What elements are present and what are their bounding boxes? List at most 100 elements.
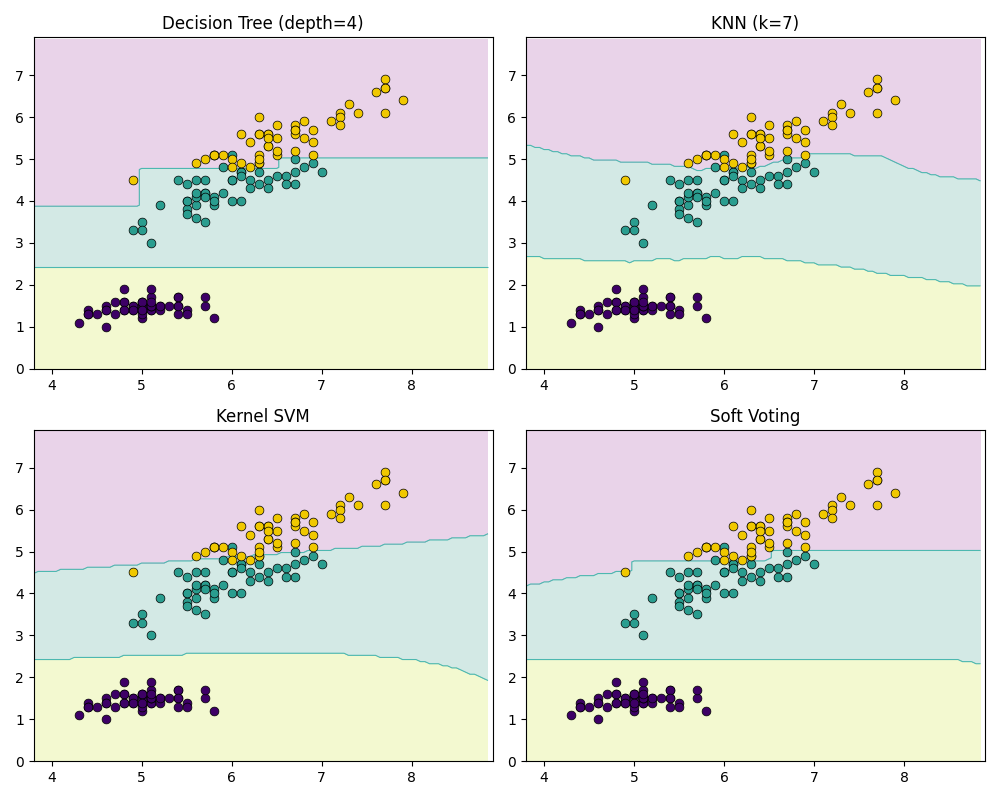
Point [251, 165, 267, 178]
Point [563, 316, 579, 329]
Point [377, 73, 393, 86]
Point [260, 566, 276, 579]
Point [653, 299, 669, 312]
Point [815, 507, 831, 520]
Point [305, 550, 321, 562]
Point [233, 558, 249, 570]
Point [599, 295, 615, 308]
Point [278, 570, 294, 583]
Point [125, 304, 141, 317]
Point [869, 82, 885, 94]
Point [734, 136, 750, 149]
Point [296, 161, 312, 174]
Point [617, 299, 633, 312]
Point [752, 574, 768, 587]
Point [224, 174, 240, 186]
Point [125, 696, 141, 709]
Point [779, 123, 795, 136]
Point [752, 140, 768, 153]
Point [662, 308, 678, 321]
Point [725, 157, 741, 170]
Point [779, 123, 795, 136]
Point [269, 537, 285, 550]
Point [134, 295, 150, 308]
Point [635, 692, 651, 705]
Point [887, 94, 903, 106]
Point [134, 696, 150, 709]
Title: KNN (k=7): KNN (k=7) [711, 15, 800, 33]
Point [260, 533, 276, 546]
Point [761, 537, 777, 550]
Point [644, 696, 660, 709]
Point [779, 545, 795, 558]
Point [725, 587, 741, 600]
Point [797, 157, 813, 170]
Point [779, 127, 795, 140]
Point [197, 683, 213, 696]
Point [590, 321, 606, 334]
Point [644, 692, 660, 705]
Point [98, 692, 114, 705]
Point [617, 692, 633, 705]
Point [287, 558, 303, 570]
Point [251, 178, 267, 190]
Point [179, 587, 195, 600]
Point [689, 692, 705, 705]
Point [743, 165, 759, 178]
Point [80, 696, 96, 709]
Point [617, 174, 633, 186]
Point [305, 123, 321, 136]
Point [716, 149, 732, 162]
Point [788, 554, 804, 566]
Point [170, 174, 186, 186]
Point [188, 186, 204, 199]
Point [170, 566, 186, 579]
Point [260, 520, 276, 533]
Point [134, 608, 150, 621]
Point [635, 675, 651, 688]
Point [107, 308, 123, 321]
Point [689, 174, 705, 186]
Point [698, 312, 714, 325]
Point [269, 119, 285, 132]
Point [116, 696, 132, 709]
Point [743, 503, 759, 516]
Point [287, 119, 303, 132]
Point [761, 511, 777, 524]
Point [716, 541, 732, 554]
Point [572, 700, 588, 713]
Point [617, 566, 633, 579]
Point [635, 299, 651, 312]
Point [662, 700, 678, 713]
Point [224, 587, 240, 600]
Point [869, 82, 885, 94]
Point [224, 541, 240, 554]
Point [680, 583, 696, 596]
Point [770, 562, 786, 574]
Point [635, 692, 651, 705]
Point [260, 574, 276, 587]
Point [662, 299, 678, 312]
Point [743, 545, 759, 558]
Point [869, 474, 885, 486]
Point [725, 165, 741, 178]
Point [305, 136, 321, 149]
Point [206, 194, 222, 207]
Point [734, 574, 750, 587]
Point [116, 304, 132, 317]
Point [608, 675, 624, 688]
Point [635, 688, 651, 701]
Point [134, 308, 150, 321]
Point [152, 198, 168, 211]
Point [188, 198, 204, 211]
Point [635, 237, 651, 250]
Point [197, 578, 213, 591]
Point [107, 295, 123, 308]
Point [170, 683, 186, 696]
Point [152, 304, 168, 317]
Point [143, 696, 159, 709]
Point [296, 524, 312, 537]
Point [152, 696, 168, 709]
Point [170, 299, 186, 312]
Point [842, 106, 858, 119]
